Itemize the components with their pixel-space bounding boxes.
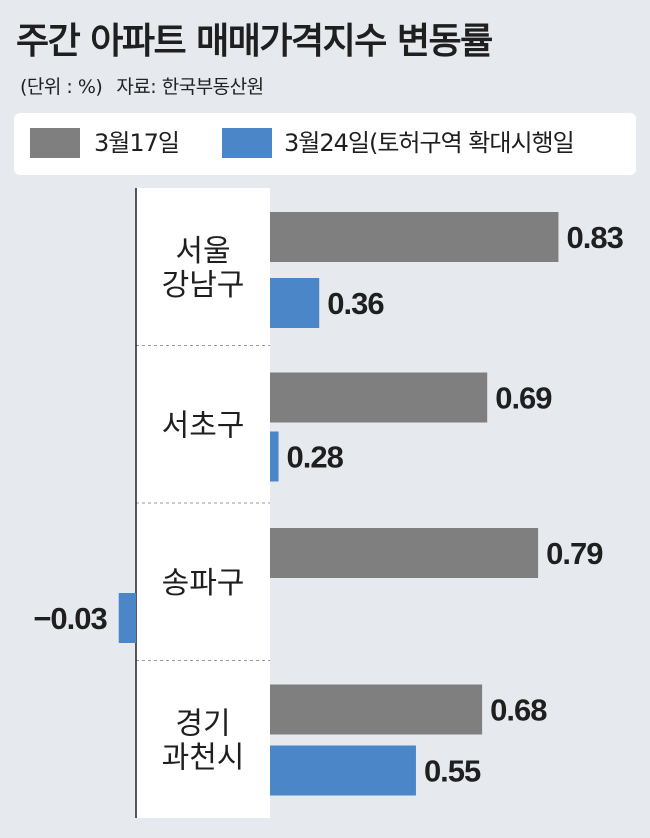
data-label: 0.79 xyxy=(546,536,603,571)
bar-series2 xyxy=(118,593,136,643)
data-label: 0.28 xyxy=(287,440,344,475)
data-label: 0.83 xyxy=(566,220,623,255)
legend-swatch-series2 xyxy=(222,128,272,158)
bar-series1 xyxy=(270,212,559,262)
data-label: 0.55 xyxy=(424,754,481,789)
category-label: 서울 xyxy=(175,235,230,268)
data-label: 0.69 xyxy=(495,381,552,416)
legend-swatch-series1 xyxy=(30,128,80,158)
data-label: −0.03 xyxy=(33,601,107,636)
data-label: 0.36 xyxy=(327,286,384,321)
bar-series1 xyxy=(270,372,488,423)
category-label: 강남구 xyxy=(162,269,245,302)
legend: 3월17일 3월24일(토허구역 확대시행일 xyxy=(14,113,636,175)
legend-label-series1: 3월17일 xyxy=(94,129,180,157)
chart-title: 주간 아파트 매매가격지수 변동률 xyxy=(16,21,493,62)
bar-series2 xyxy=(270,745,416,796)
category-label: 송파구 xyxy=(162,567,245,600)
bar-series2 xyxy=(270,278,320,328)
bar-series1 xyxy=(270,528,539,578)
category-label: 서초구 xyxy=(162,409,245,442)
source-label: 자료: 한국부동산원 xyxy=(116,76,264,98)
category-label: 경기 xyxy=(175,707,230,740)
subtitle: (단위 : %) 자료: 한국부동산원 xyxy=(20,72,264,99)
bar-series1 xyxy=(270,684,483,735)
data-label: 0.68 xyxy=(490,693,547,728)
bar-series2 xyxy=(270,431,279,482)
unit-label: (단위 : %) xyxy=(20,76,103,98)
category-label: 과천시 xyxy=(162,741,245,774)
legend-label-series2: 3월24일(토허구역 확대시행일 xyxy=(284,129,575,157)
